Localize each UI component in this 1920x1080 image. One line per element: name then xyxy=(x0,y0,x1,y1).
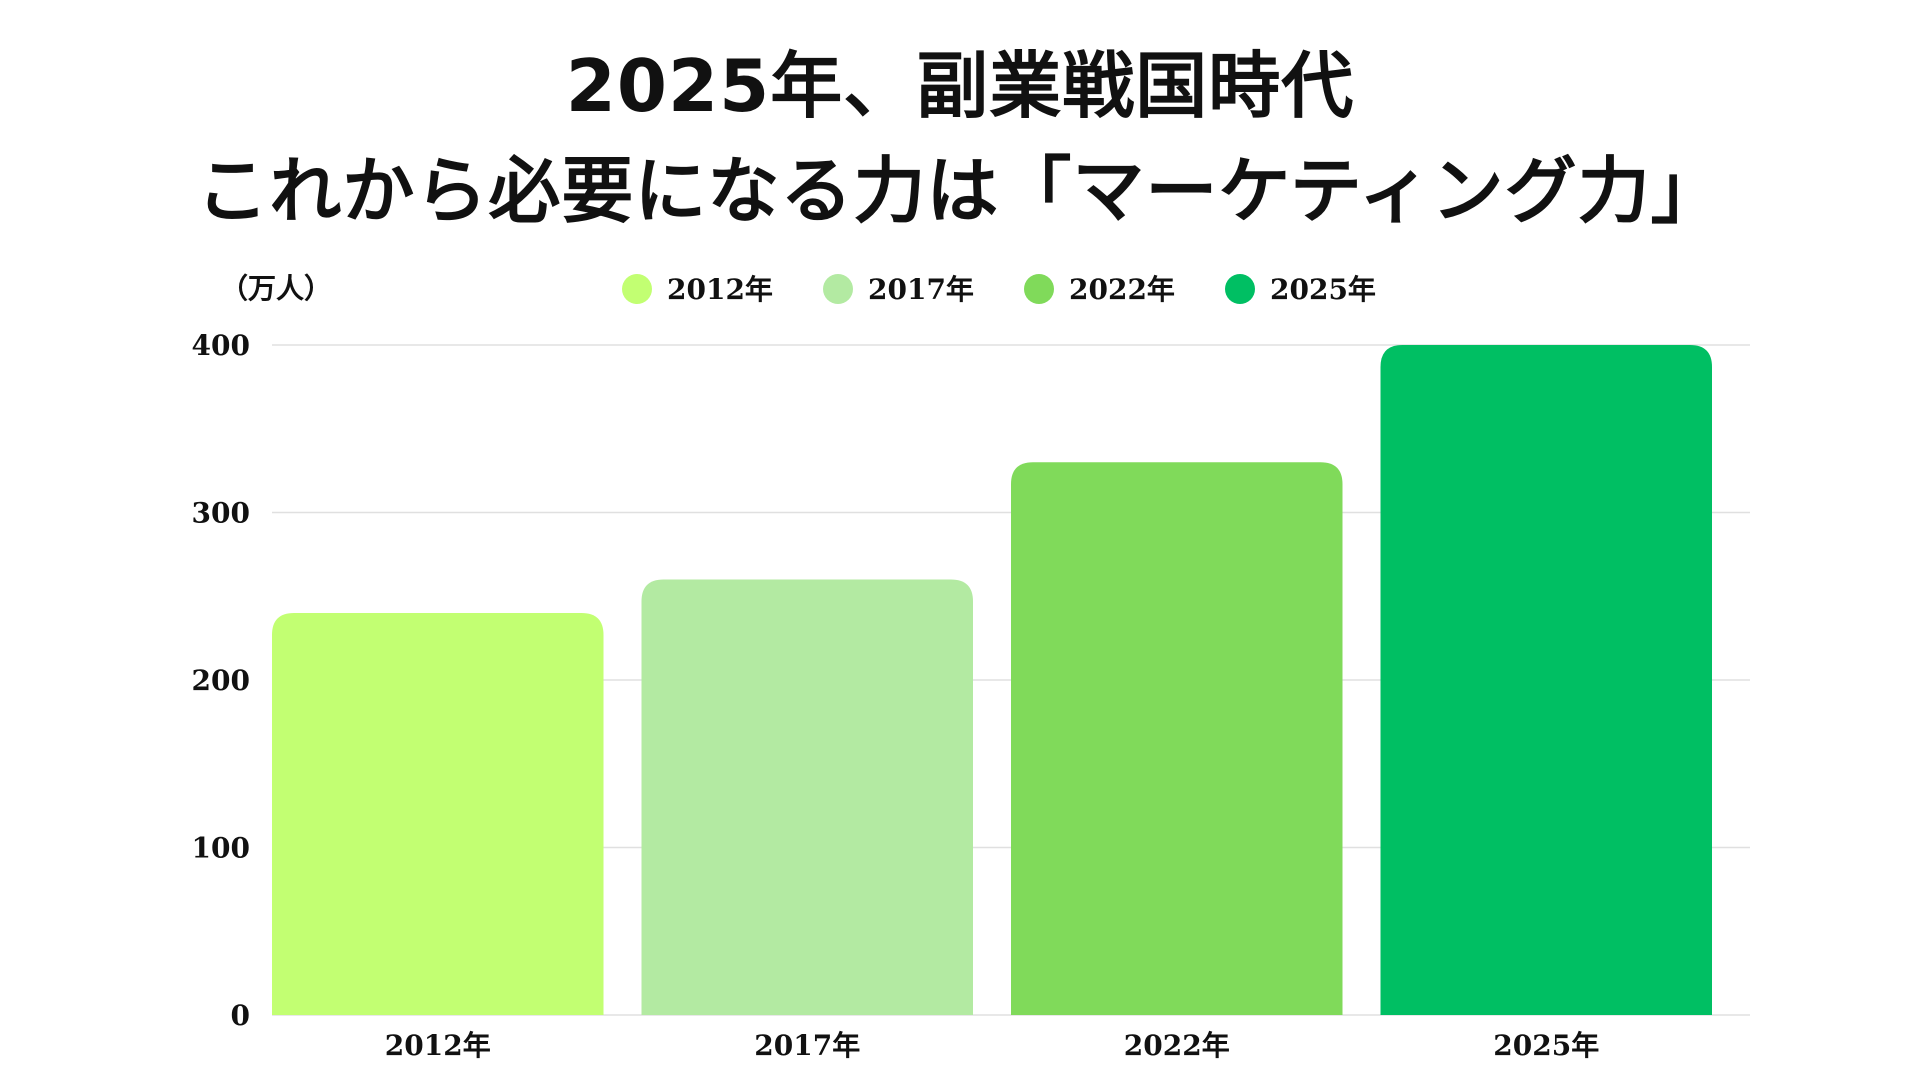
x-axis-ticks: 2012年 2017年 2022年 2025年 xyxy=(385,1029,1599,1062)
bar xyxy=(1011,462,1343,1015)
legend-swatch xyxy=(823,274,853,304)
legend-swatch xyxy=(622,274,652,304)
y-tick-label: 300 xyxy=(192,497,250,530)
chart-title-line-1: 2025年、副業戦国時代 xyxy=(565,44,1355,128)
legend-label: 2012年 xyxy=(667,273,773,306)
legend-label: 2025年 xyxy=(1270,273,1376,306)
bars xyxy=(272,345,1712,1015)
legend-swatch xyxy=(1225,274,1255,304)
x-tick-label: 2017年 xyxy=(754,1029,860,1062)
bar xyxy=(272,613,604,1015)
legend: 2012年 2017年 2022年 2025年 xyxy=(622,273,1376,306)
y-tick-label: 400 xyxy=(192,329,250,362)
y-axis-ticks: 0 100 200 300 400 xyxy=(192,329,250,1032)
legend-label: 2017年 xyxy=(868,273,974,306)
y-axis-unit-label: （万人） xyxy=(220,272,332,305)
chart-title-line-2: これから必要になる力は「マーケティング力」 xyxy=(196,149,1724,233)
legend-label: 2022年 xyxy=(1069,273,1175,306)
y-tick-label: 0 xyxy=(231,999,250,1032)
x-tick-label: 2022年 xyxy=(1124,1029,1230,1062)
x-tick-label: 2025年 xyxy=(1493,1029,1599,1062)
y-tick-label: 100 xyxy=(192,832,250,865)
bar xyxy=(1380,345,1712,1015)
y-tick-label: 200 xyxy=(192,664,250,697)
bar xyxy=(641,579,973,1015)
x-tick-label: 2012年 xyxy=(385,1029,491,1062)
legend-swatch xyxy=(1024,274,1054,304)
